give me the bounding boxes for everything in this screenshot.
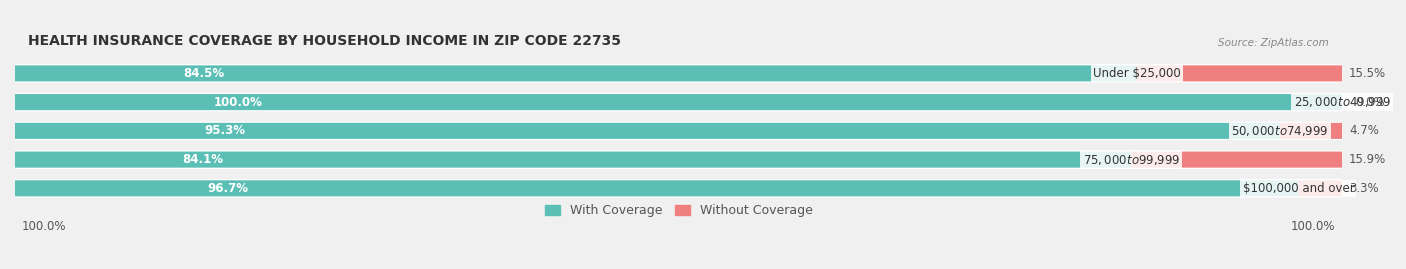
Text: $25,000 to $49,999: $25,000 to $49,999 [1294, 95, 1391, 109]
FancyBboxPatch shape [15, 180, 1299, 196]
FancyBboxPatch shape [15, 122, 1343, 140]
Text: 4.7%: 4.7% [1348, 124, 1379, 137]
Text: 0.0%: 0.0% [1355, 95, 1385, 109]
Text: $100,000 and over: $100,000 and over [1243, 182, 1354, 195]
FancyBboxPatch shape [1279, 123, 1343, 139]
FancyBboxPatch shape [15, 123, 1279, 139]
FancyBboxPatch shape [15, 151, 1132, 168]
Text: HEALTH INSURANCE COVERAGE BY HOUSEHOLD INCOME IN ZIP CODE 22735: HEALTH INSURANCE COVERAGE BY HOUSEHOLD I… [28, 34, 621, 48]
Text: 96.7%: 96.7% [208, 182, 249, 195]
Text: 100.0%: 100.0% [214, 95, 263, 109]
FancyBboxPatch shape [15, 150, 1343, 169]
FancyBboxPatch shape [15, 64, 1343, 83]
FancyBboxPatch shape [15, 94, 1343, 110]
FancyBboxPatch shape [15, 179, 1343, 198]
FancyBboxPatch shape [15, 65, 1136, 82]
Text: $75,000 to $99,999: $75,000 to $99,999 [1083, 153, 1180, 167]
FancyBboxPatch shape [1132, 151, 1343, 168]
Text: 84.5%: 84.5% [183, 67, 225, 80]
Text: 15.5%: 15.5% [1348, 67, 1386, 80]
Legend: With Coverage, Without Coverage: With Coverage, Without Coverage [540, 199, 817, 222]
Text: Under $25,000: Under $25,000 [1092, 67, 1181, 80]
Text: Source: ZipAtlas.com: Source: ZipAtlas.com [1218, 38, 1329, 48]
Text: 100.0%: 100.0% [21, 220, 66, 233]
FancyBboxPatch shape [15, 93, 1343, 111]
Text: 100.0%: 100.0% [1291, 220, 1336, 233]
Text: 95.3%: 95.3% [205, 124, 246, 137]
Text: 84.1%: 84.1% [183, 153, 224, 166]
FancyBboxPatch shape [1298, 180, 1343, 196]
Text: 15.9%: 15.9% [1348, 153, 1386, 166]
Text: $50,000 to $74,999: $50,000 to $74,999 [1232, 124, 1329, 138]
FancyBboxPatch shape [1136, 65, 1343, 82]
Text: 3.3%: 3.3% [1348, 182, 1378, 195]
